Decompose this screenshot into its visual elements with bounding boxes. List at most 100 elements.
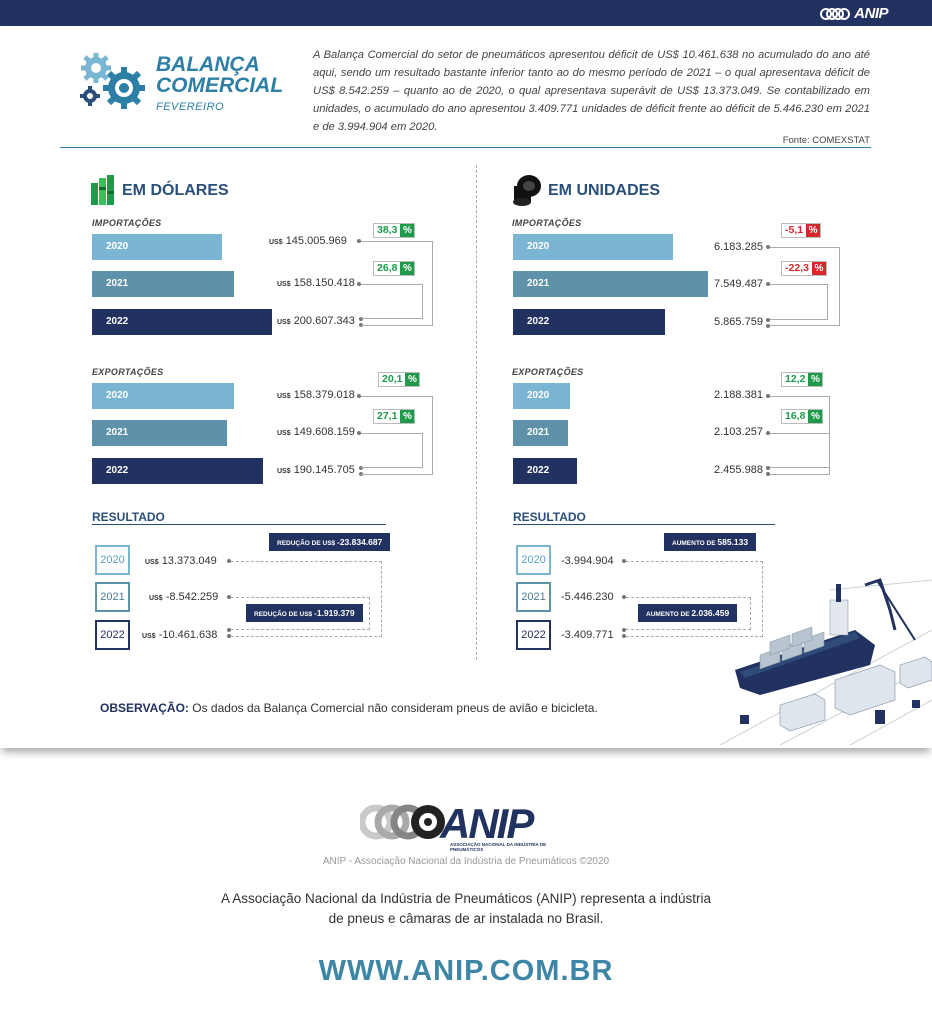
dolares-reduction-tag-2021: REDUÇÃO DE US$ -1.919.379 [246,604,363,622]
observation-note: OBSERVAÇÃO: Os dados da Balança Comercia… [100,701,598,715]
unidades-import-value-2022: 5.865.759 [714,316,763,328]
currency-label: US$ [277,393,291,400]
unidades-export-bar-2020: 2020 [513,383,570,409]
tire-icon [513,175,541,206]
dolares-import-bar-2021: 2021 [92,271,234,297]
unidades-result-year-2020: 2020 [516,545,551,575]
dolares-reduction-tag-2020: REDUÇÃO DE US$ -23.834.687 [269,533,391,551]
unidades-result-value-2021: -5.446.230 [561,591,614,603]
footer-copyright: ANIP - Associação Nacional da Indústria … [322,856,610,867]
dolares-result-value-2022: US$ -10.461.638 [142,629,217,641]
unidades-import-bar-2020: 2020 [513,234,673,260]
connector-dot [622,628,626,632]
connector-line [361,396,433,475]
dolares-export-value-2022: US$ 190.145.705 [277,464,355,476]
connector-line [626,597,751,630]
connector-dot [357,282,361,286]
tag-prefix: AUMENTO DE [646,611,690,618]
connector-dot [227,559,231,563]
dolares-result-year-2021: 2021 [95,582,130,612]
value-number: 13.373.049 [161,555,217,567]
dolares-export-change-2021: 27,1% [373,409,416,424]
column-divider [476,165,477,660]
title-line-1: BALANÇA [156,53,260,76]
dolares-export-change-2020: 20,1% [378,372,421,387]
value-number: 145.005.969 [285,235,347,247]
connector-dot [766,245,770,249]
unidades-result-value-2020: -3.994.904 [561,555,614,567]
change-value: 38,3 [377,224,398,236]
value-number: -10.461.638 [158,629,218,641]
dolares-result-value-2020: US$ 13.373.049 [145,555,217,567]
money-stack-icon [91,175,114,205]
connector-line [626,561,763,637]
title-line-2: COMERCIAL [156,74,284,97]
connector-line [770,284,828,320]
connector-dot [766,431,770,435]
connector-dot [227,628,231,632]
connector-dot [622,559,626,563]
gears-icon [80,53,145,109]
unidades-export-change-2021: 16,8% [781,409,824,424]
section-title-unidades: EM UNIDADES [548,182,661,199]
connector-line [361,241,433,326]
dolares-exports-label: EXPORTAÇÕES [92,367,164,377]
connector-dot [622,634,626,638]
change-value: 12,2 [785,373,806,385]
unidades-import-change-2021: -22,3% [781,261,827,276]
unidades-import-change-2020: -5,1% [781,223,822,238]
currency-label: US$ [269,239,283,246]
currency-label: US$ [277,468,291,475]
connector-dot [766,318,770,322]
dolares-export-bar-2022: 2022 [92,458,263,484]
anip-footer-logo: ANIP ASSOCIAÇÃO NACIONAL DA INDÚSTRIA DE… [360,800,575,852]
percent-icon: % [811,262,826,275]
currency-label: US$ [277,281,291,288]
currency-label: US$ [277,319,291,326]
currency-label: US$ [149,595,163,602]
unidades-import-bar-2022: 2022 [513,309,665,335]
about-line-1: A Associação Nacional da Indústria de Pn… [220,891,711,906]
connector-line [361,433,423,468]
value-number: 190.145.705 [293,464,355,476]
connector-dot [622,595,626,599]
cargo-ship-illustration [719,578,932,745]
tag-currency: US$ [322,540,336,547]
unidades-result-title: RESULTADO [513,510,586,524]
connector-line [361,284,423,319]
connector-line [231,561,382,637]
percent-icon: % [808,410,823,423]
unidades-result-value-2022: -3.409.771 [561,629,614,641]
value-number: 149.608.159 [293,426,355,438]
dolares-export-bar-2020: 2020 [92,383,234,409]
website-link[interactable]: WWW.ANIP.COM.BR [318,955,614,987]
header-logo-text: ANIP [854,5,888,22]
unidades-import-bar-2021: 2021 [513,271,708,297]
dolares-result-year-2020: 2020 [95,545,130,575]
tire-rings-icon [820,7,851,20]
value-number: 158.150.418 [293,277,355,289]
section-title-dolares: EM DÓLARES [122,182,229,199]
result-divider [513,524,775,525]
connector-dot [227,634,231,638]
value-number: 200.607.343 [293,315,355,327]
footer-logo-tagline: ASSOCIAÇÃO NACIONAL DA INDÚSTRIA DE PNEU… [450,842,547,852]
top-bar: ANIP [0,0,932,26]
anip-header-logo: ANIP [820,5,888,22]
unidades-export-value-2020: 2.188.381 [714,389,763,401]
connector-line [231,597,370,630]
dolares-import-bar-2020: 2020 [92,234,222,260]
currency-label: US$ [142,633,156,640]
unidades-import-value-2021: 7.549.487 [714,278,763,290]
percent-icon: % [806,224,821,237]
connector-dot [766,466,770,470]
tire-rings-icon [360,804,445,840]
unidades-export-value-2021: 2.103.257 [714,426,763,438]
change-value: 27,1 [377,410,398,422]
footer-about: A Associação Nacional da Indústria de Pn… [0,889,932,929]
dolares-export-value-2020: US$ 158.379.018 [277,389,355,401]
tag-value: -1.919.379 [313,608,355,618]
dolares-result-title: RESULTADO [92,510,165,524]
tag-value: 585.133 [717,537,749,547]
currency-label: US$ [277,430,291,437]
